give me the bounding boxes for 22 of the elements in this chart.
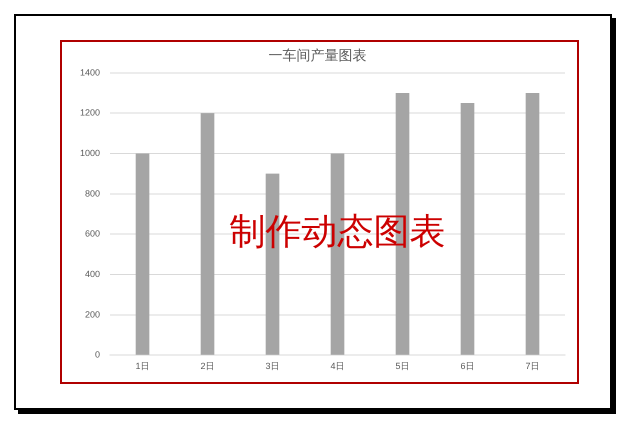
y-tick-label: 800 [84,188,100,198]
bar [200,113,214,355]
x-tick-label: 7日 [525,361,540,372]
y-tick-label: 400 [84,269,100,279]
bar [136,153,150,355]
y-tick-label: 1200 [80,108,100,118]
y-tick-label: 1000 [80,148,100,158]
x-tick-label: 3日 [266,361,280,372]
y-tick-label: 200 [84,309,100,320]
x-tick-label: 6日 [460,361,475,372]
y-tick-label: 0 [95,350,100,360]
bar [526,92,540,355]
chart-frame: 一车间产量图表 1日 2日 3日 4日 5日 6日 7日 0 200 400 600 800 1000 1200 1400 制作动态图表 [60,40,579,384]
x-tick-label: 4日 [330,361,345,372]
x-tick-label: 1日 [136,361,150,372]
x-tick-label: 5日 [396,361,410,372]
y-tick-label: 600 [84,228,100,239]
chart-title: 一车间产量图表 [268,48,366,64]
bar [460,103,474,355]
y-tick-label: 1400 [80,67,100,78]
x-tick-label: 2日 [200,361,215,372]
annotation: 制作动态图表 [230,211,446,252]
